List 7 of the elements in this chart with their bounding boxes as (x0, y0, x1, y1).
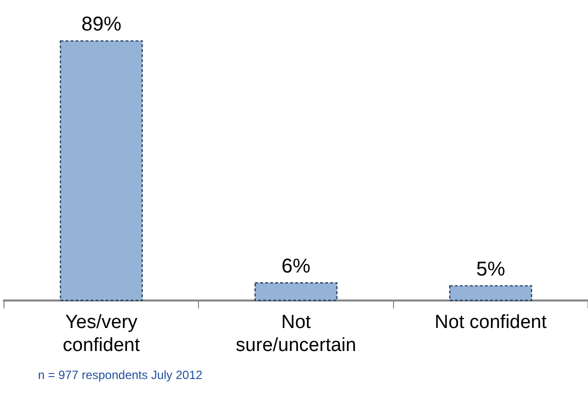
x-tick-label: Yes/very confident (62, 312, 141, 356)
data-label: 5% (476, 258, 506, 280)
x-tick-label: Not confident (434, 312, 548, 334)
data-label: 89% (81, 13, 122, 36)
data-label: 6% (282, 255, 311, 278)
x-tick-label: Not sure/uncertain (236, 312, 356, 356)
text: n = 977 respondents July 2012 (38, 368, 202, 382)
